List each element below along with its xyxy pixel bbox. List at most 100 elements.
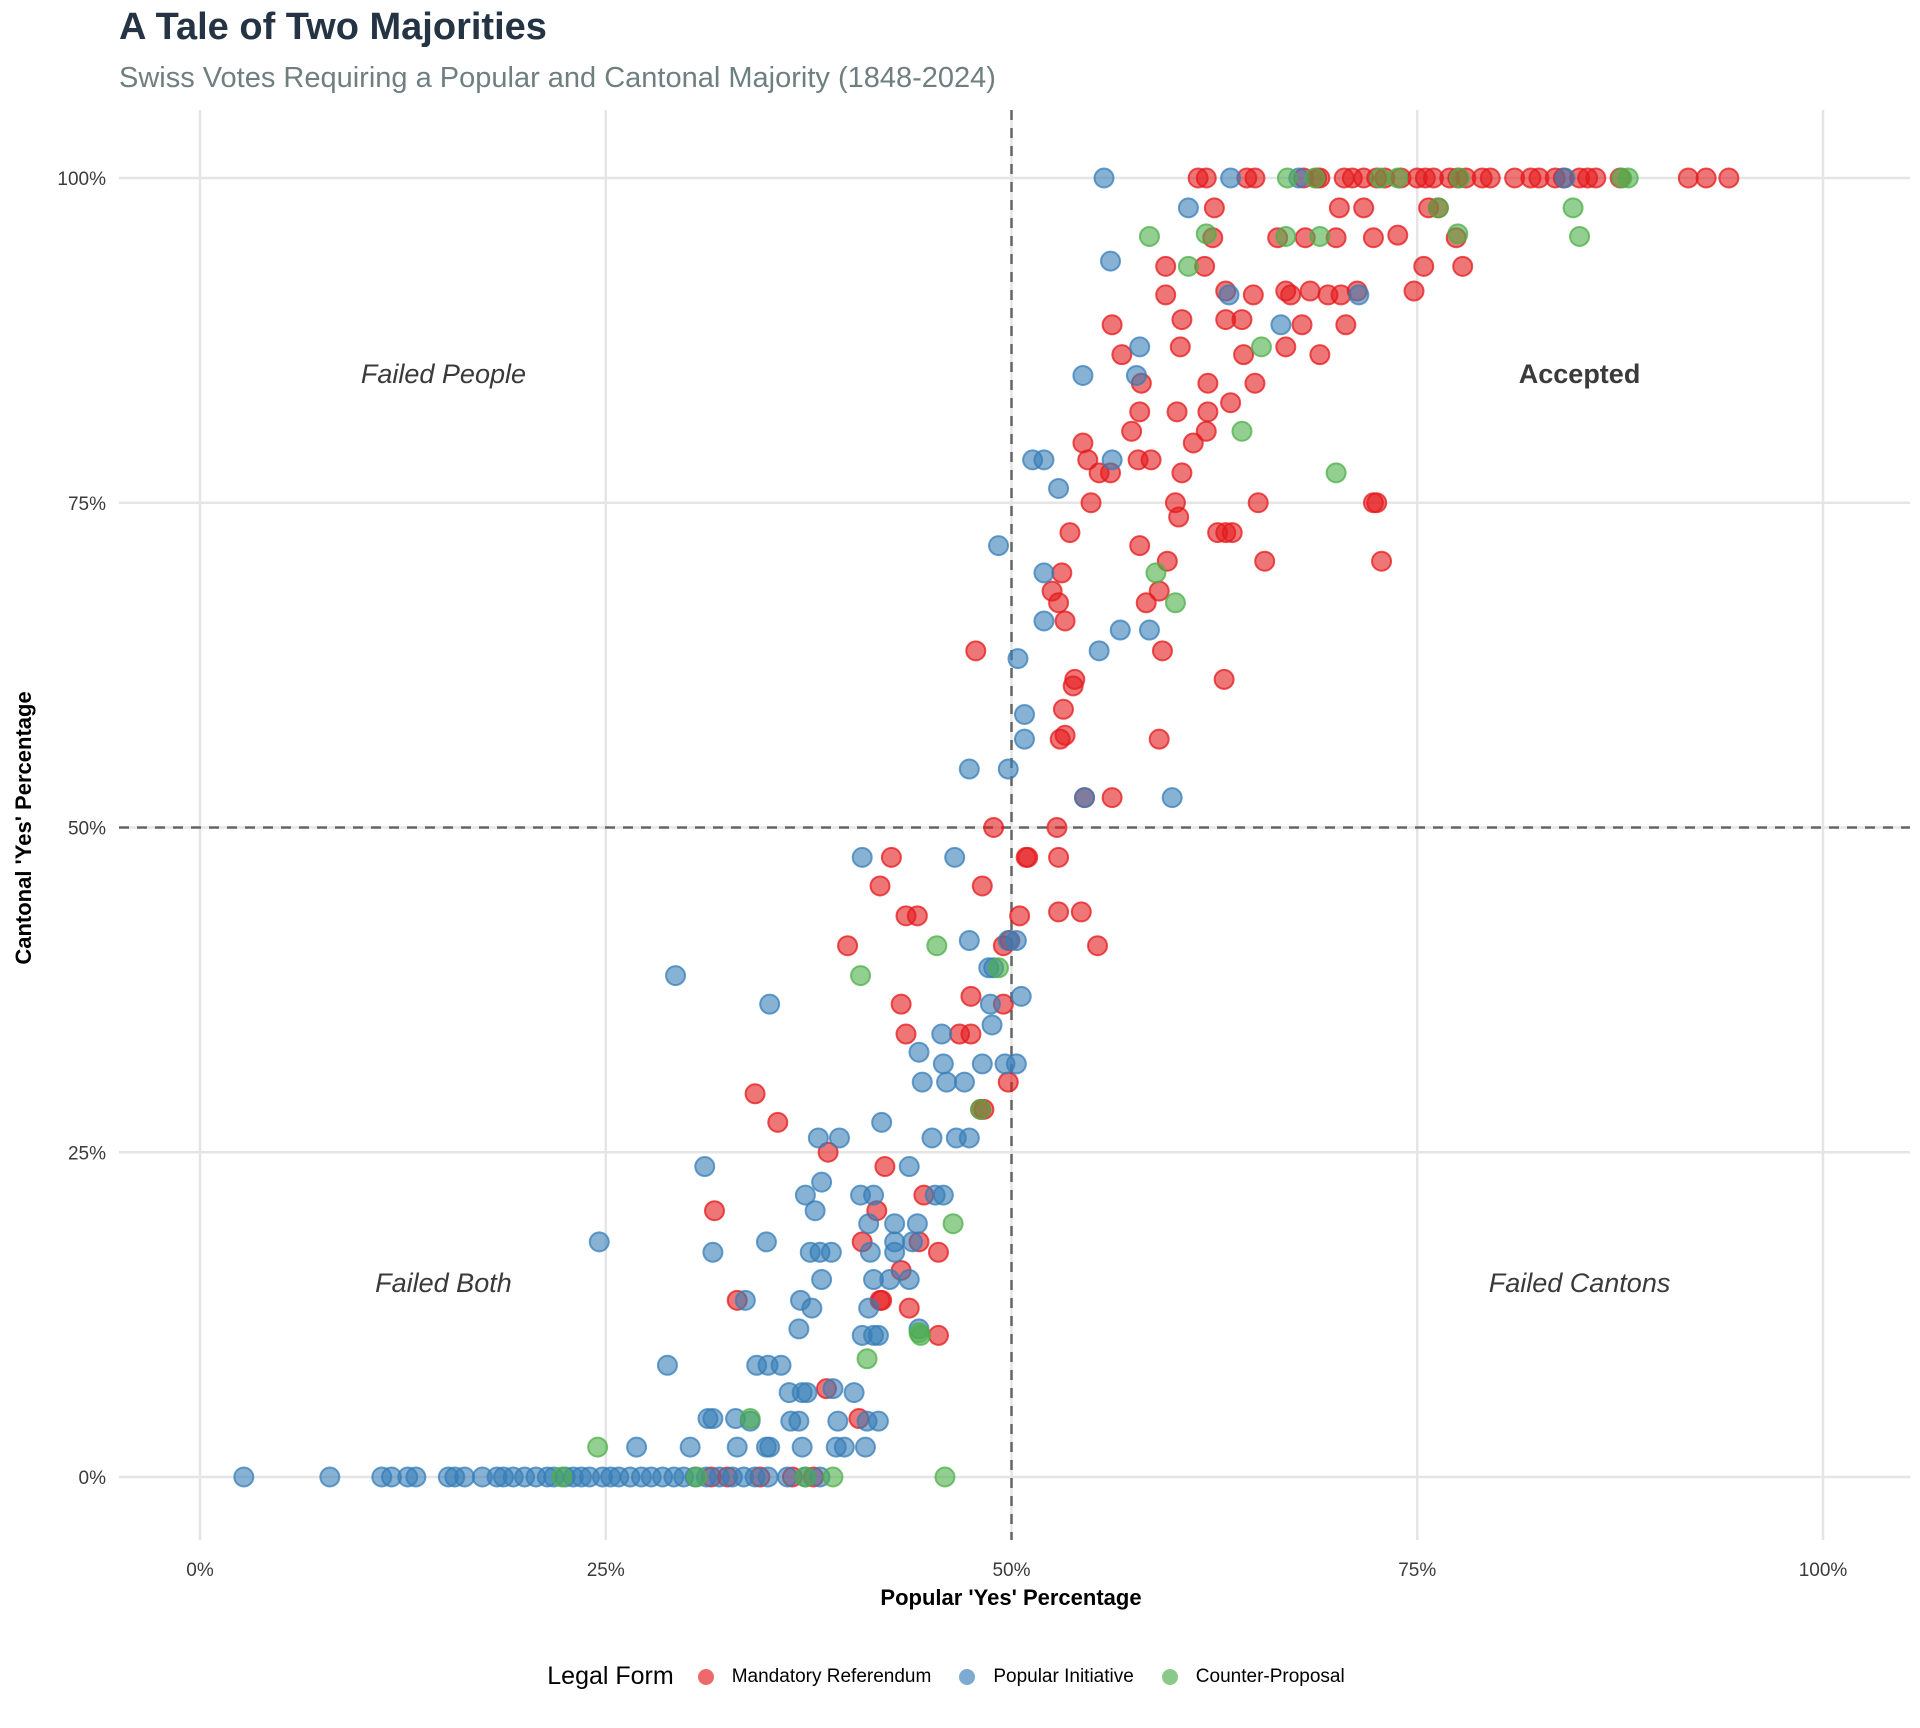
- data-point: [863, 1184, 885, 1206]
- data-point: [851, 1324, 873, 1346]
- legend-label: Popular Initiative: [993, 1665, 1134, 1687]
- data-point: [953, 1071, 975, 1093]
- data-point: [988, 957, 1010, 979]
- data-point: [911, 1071, 933, 1093]
- data-point: [1129, 401, 1151, 423]
- data-point: [1677, 167, 1699, 189]
- data-point: [665, 965, 687, 987]
- data-point: [1220, 167, 1242, 189]
- y-tick-label: 100%: [57, 169, 106, 190]
- legend-marker-icon: [1161, 1668, 1178, 1685]
- data-point: [1010, 985, 1032, 1007]
- data-point: [1247, 492, 1269, 514]
- y-tick-label: 25%: [68, 1143, 106, 1164]
- data-point: [983, 817, 1005, 838]
- data-point: [944, 846, 966, 868]
- data-point: [901, 1231, 923, 1253]
- data-point: [1155, 284, 1177, 306]
- quadrant-labels: Failed People Accepted Failed Both Failed C…: [361, 359, 1670, 1298]
- data-point: [1129, 336, 1151, 358]
- data-point: [788, 1410, 810, 1432]
- data-point: [1213, 668, 1235, 690]
- data-point: [833, 1436, 855, 1458]
- data-point: [703, 1200, 725, 1222]
- data-point: [1166, 401, 1188, 423]
- data-point: [801, 1297, 823, 1319]
- data-point: [1275, 336, 1297, 358]
- legend-marker-icon: [959, 1668, 976, 1685]
- data-point: [1054, 724, 1076, 746]
- data-point: [858, 1297, 880, 1319]
- data-point: [965, 640, 987, 662]
- data-point: [1335, 314, 1357, 336]
- data-point: [1074, 787, 1096, 809]
- legend-marker-icon: [697, 1668, 714, 1685]
- data-point: [1362, 227, 1384, 249]
- data-point: [1270, 314, 1292, 336]
- data-point: [1121, 420, 1143, 442]
- y-axis-label: Cantonal 'Yes' Percentage: [11, 691, 36, 964]
- data-point: [794, 1184, 816, 1206]
- data-point: [1280, 284, 1302, 306]
- data-point: [1195, 167, 1217, 189]
- data-point: [1244, 372, 1266, 394]
- data-point: [1048, 901, 1070, 923]
- data-point: [970, 1098, 992, 1120]
- data-point: [1197, 401, 1219, 423]
- data-point: [1111, 344, 1133, 366]
- data-point: [1299, 280, 1321, 302]
- data-points: [233, 167, 1740, 1488]
- data-point: [1013, 703, 1035, 725]
- data-point: [1033, 449, 1055, 471]
- data-point: [1448, 167, 1470, 189]
- data-point: [1562, 197, 1584, 219]
- data-point: [1387, 224, 1409, 246]
- data-point: [588, 1231, 610, 1253]
- reference-lines: [119, 110, 1910, 1540]
- data-point: [1046, 817, 1068, 838]
- data-point: [1048, 477, 1070, 499]
- data-point: [1059, 522, 1081, 544]
- data-point: [233, 1466, 255, 1488]
- data-point: [1177, 255, 1199, 277]
- data-point: [1087, 935, 1109, 957]
- data-point: [656, 1354, 678, 1376]
- data-point: [906, 905, 928, 927]
- data-point: [1231, 309, 1253, 331]
- data-point: [1452, 255, 1474, 277]
- x-tick-label: 0%: [186, 1560, 214, 1581]
- data-point: [958, 1127, 980, 1149]
- data-point: [759, 993, 781, 1015]
- x-tick-label: 25%: [587, 1560, 625, 1581]
- x-tick-label: 50%: [992, 1560, 1030, 1581]
- data-point: [1164, 592, 1186, 614]
- data-point: [1328, 197, 1350, 219]
- data-point: [879, 1269, 901, 1291]
- data-point: [971, 1053, 993, 1075]
- data-point: [1151, 640, 1173, 662]
- data-point: [726, 1436, 748, 1458]
- data-point: [1309, 225, 1331, 247]
- data-point: [1033, 562, 1055, 584]
- x-tick-label: 100%: [1799, 1560, 1848, 1581]
- y-tick-label: 0%: [79, 1468, 107, 1489]
- data-point: [1013, 728, 1035, 750]
- data-point: [906, 1213, 928, 1235]
- data-point: [1479, 167, 1501, 189]
- data-point: [1135, 592, 1157, 614]
- data-point: [1054, 610, 1076, 632]
- data-point: [936, 1071, 958, 1093]
- data-point: [1077, 449, 1099, 471]
- data-point: [1101, 314, 1123, 336]
- data-point: [884, 1213, 906, 1235]
- data-point: [757, 1466, 779, 1488]
- data-point: [1005, 1053, 1027, 1075]
- data-point: [822, 1378, 844, 1400]
- data-point: [960, 985, 982, 1007]
- data-point: [971, 875, 993, 897]
- data-point: [1275, 225, 1297, 247]
- data-point: [1148, 580, 1170, 602]
- data-point: [1017, 846, 1039, 868]
- data-point: [1101, 449, 1123, 471]
